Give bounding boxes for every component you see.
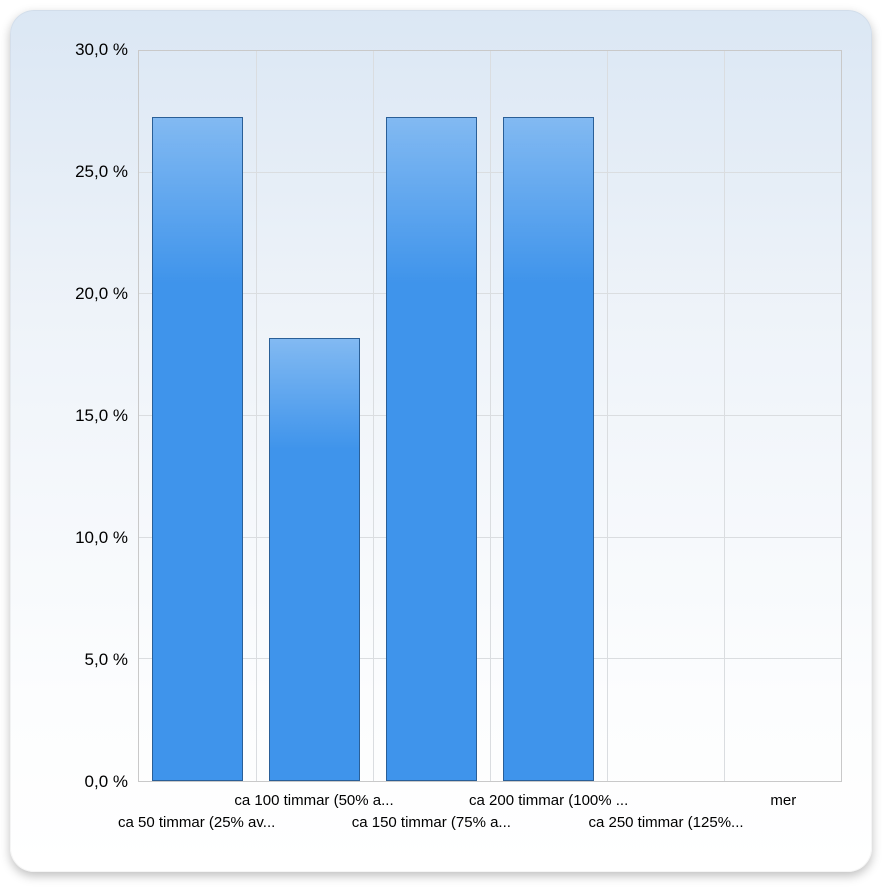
x-tick-label: ca 50 timmar (25% av...	[118, 814, 275, 831]
gridline-v	[256, 51, 257, 781]
gridline-v	[724, 51, 725, 781]
y-tick-label: 30,0 %	[75, 40, 128, 60]
gridline-v	[607, 51, 608, 781]
y-tick-label: 15,0 %	[75, 406, 128, 426]
y-tick-label: 0,0 %	[85, 772, 128, 792]
bar	[386, 117, 477, 781]
x-tick-label: ca 100 timmar (50% a...	[234, 792, 393, 809]
x-tick-label: ca 200 timmar (100% ...	[469, 792, 628, 809]
bar	[503, 117, 594, 781]
x-tick-label: ca 150 timmar (75% a...	[352, 814, 511, 831]
bar	[152, 117, 243, 781]
chart-card: 0,0 % 5,0 % 10,0 % 15,0 % 20,0 % 25,0 % 30,0 %…	[10, 10, 872, 872]
y-tick-label: 25,0 %	[75, 162, 128, 182]
gridline-v	[490, 51, 491, 781]
plot-area	[138, 50, 842, 782]
x-tick-label: mer	[770, 792, 796, 809]
x-tick-label: ca 250 timmar (125%...	[588, 814, 743, 831]
y-tick-label: 10,0 %	[75, 528, 128, 548]
bar	[269, 338, 360, 781]
y-axis: 0,0 %5,0 %10,0 %15,0 %20,0 %25,0 %30,0 %	[50, 50, 138, 782]
x-axis-labels: ca 50 timmar (25% av...ca 100 timmar (50…	[138, 792, 842, 847]
gridline-v	[373, 51, 374, 781]
y-tick-label: 20,0 %	[75, 284, 128, 304]
y-tick-label: 5,0 %	[85, 650, 128, 670]
plot-wrap: 0,0 %5,0 %10,0 %15,0 %20,0 %25,0 %30,0 %	[50, 50, 842, 782]
